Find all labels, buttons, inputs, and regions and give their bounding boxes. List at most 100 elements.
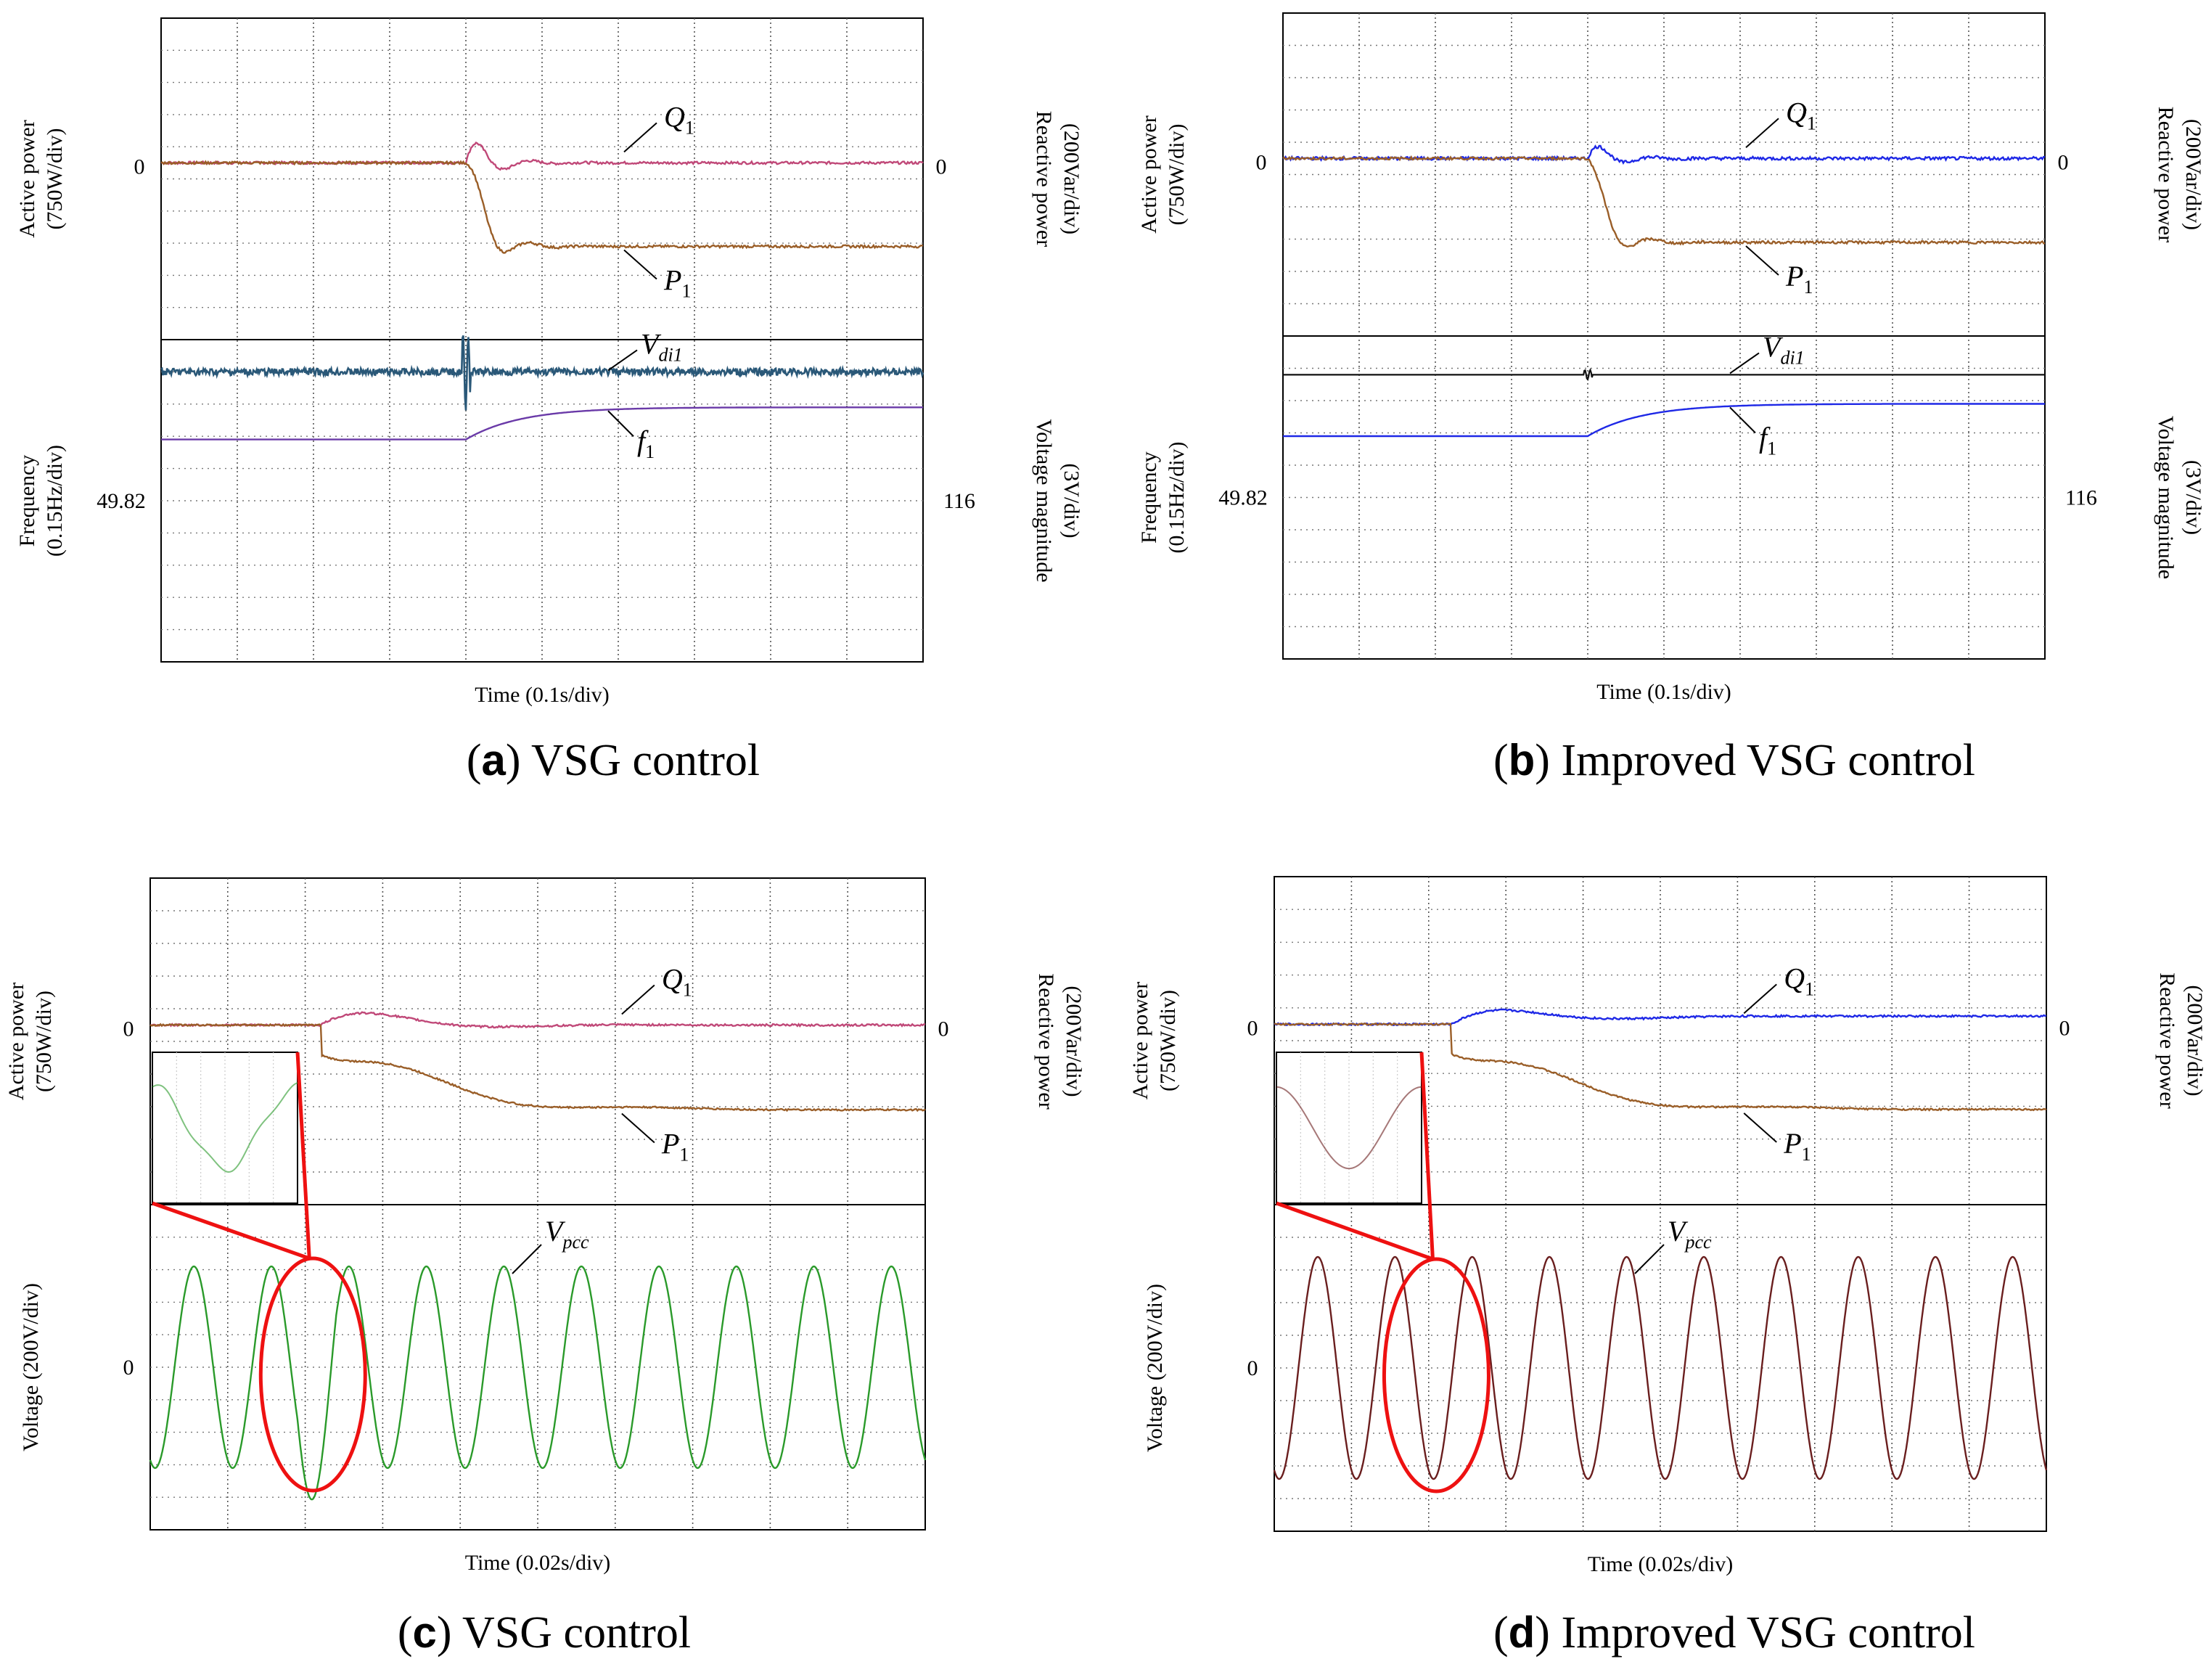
label-leader-p (623, 249, 657, 280)
top-left-axis-label: Active power (15, 120, 39, 237)
top-right-axis-label: Reactive power (2155, 972, 2179, 1108)
panel-a: Active power (750W/div) Reactive power (200… (15, 17, 1083, 785)
top-right-axis-label: Reactive power (2154, 107, 2178, 242)
label-leader-p (1745, 245, 1779, 276)
label-Vdi1: Vdi1 (641, 327, 683, 365)
top-right-axis-label: Reactive power (1034, 973, 1058, 1109)
top-left-tick: 0 (1256, 150, 1267, 174)
bottom-right-axis-unit: (3V/div) (1059, 463, 1083, 538)
label-P1-sub: 1 (1803, 276, 1813, 298)
label-leader-q (621, 984, 655, 1015)
inset-curve (1276, 1086, 1422, 1170)
zoom-inset (152, 1052, 298, 1204)
bottom-right-tick: 116 (2065, 486, 2097, 510)
top-right-axis-unit: (200Var/div) (1062, 986, 1086, 1097)
label-Vpcc-main: V (545, 1215, 566, 1247)
label-leader-p (1743, 1113, 1777, 1143)
label-Q1: Q1 (664, 100, 694, 138)
series-P1 (1274, 1022, 2047, 1112)
bottom-left-tick: 49.82 (1218, 486, 1268, 510)
label-P1-main: P (1783, 1127, 1801, 1160)
label-P1-main: P (663, 264, 681, 297)
label-Vdi1-sub: di1 (1780, 347, 1804, 368)
zoom-ellipse (258, 1256, 367, 1493)
series-P1 (1282, 155, 2046, 248)
bottom-left-axis-unit: (0.15Hz/div) (1165, 441, 1189, 553)
zoom-connector (1276, 1201, 1434, 1261)
bottom-left-tick: 0 (123, 1356, 134, 1380)
caption-paren-open: ( (398, 1608, 413, 1658)
panel-caption: (a) VSG control (467, 736, 760, 785)
zoom-inset (1276, 1052, 1422, 1204)
zoom-connector (1419, 1052, 1435, 1260)
label-f1-sub: 1 (1767, 438, 1776, 459)
label-leader-vpcc (512, 1244, 542, 1274)
bottom-right-axis-label: Voltage magnitude (1032, 419, 1056, 582)
label-Vpcc-sub: pcc (1684, 1232, 1712, 1253)
bottom-left-axis-label: Voltage (200V/div) (19, 1283, 43, 1451)
zoom-connector (295, 1052, 311, 1259)
series-Vpcc (1273, 1255, 2048, 1480)
caption-text: ) VSG control (506, 736, 760, 785)
caption-paren-open: ( (467, 736, 482, 785)
inset-curve (152, 1082, 298, 1173)
label-Vdi1-main: V (641, 327, 662, 360)
top-left-axis-unit: (750W/div) (32, 991, 56, 1092)
x-axis-label: Time (0.1s/div) (475, 683, 610, 707)
x-axis-label: Time (0.02s/div) (1588, 1552, 1734, 1576)
label-f1-sub: 1 (645, 441, 655, 462)
label-leader-q (1743, 983, 1777, 1015)
bottom-left-axis-label: Frequency (15, 455, 39, 547)
label-leader-vpcc (1634, 1244, 1665, 1274)
label-f1: f1 (1759, 421, 1776, 459)
label-Q1: Q1 (662, 963, 692, 1001)
label-Vpcc: Vpcc (1668, 1215, 1712, 1253)
label-P1: P1 (661, 1128, 689, 1165)
x-axis-label: Time (0.1s/div) (1596, 680, 1731, 704)
label-Q1: Q1 (1784, 962, 1814, 999)
top-right-tick: 0 (2059, 1016, 2070, 1040)
top-right-axis-label: Reactive power (1032, 111, 1056, 247)
label-Vpcc-sub: pcc (561, 1232, 589, 1253)
panel-caption: (d) Improved VSG control (1493, 1608, 1975, 1658)
caption-text: ) Improved VSG control (1535, 736, 1975, 785)
caption-letter: a (482, 736, 507, 784)
panel-c: Active power (750W/div) Reactive power (200… (4, 877, 1086, 1658)
top-left-axis-label: Active power (1128, 982, 1152, 1099)
label-P1-main: P (661, 1128, 679, 1160)
label-Vdi1-main: V (1763, 330, 1784, 363)
top-right-tick: 0 (2058, 150, 2069, 174)
label-leader-q (1745, 118, 1779, 148)
bottom-left-axis-unit: (0.15Hz/div) (43, 445, 67, 557)
bottom-right-axis-label: Voltage magnitude (2154, 416, 2178, 579)
bottom-left-tick: 0 (1247, 1356, 1258, 1380)
top-right-axis-unit: (200Var/div) (2181, 119, 2205, 230)
bottom-left-tick: 49.82 (97, 489, 146, 513)
label-P1-sub: 1 (1802, 1144, 1811, 1165)
bottom-right-tick: 116 (943, 489, 975, 513)
top-right-axis-unit: (200Var/div) (1059, 123, 1083, 234)
label-P1-sub: 1 (679, 1144, 689, 1165)
label-leader-f (607, 410, 634, 437)
series-Q1 (1282, 144, 2046, 165)
label-Q1-sub: 1 (685, 117, 694, 138)
bottom-left-axis-label: Frequency (1137, 451, 1161, 544)
top-left-axis-unit: (750W/div) (43, 128, 67, 230)
label-Q1-main: Q (1784, 962, 1805, 994)
label-P1: P1 (1785, 260, 1813, 298)
label-leader-f (1729, 406, 1756, 434)
series-P1 (160, 160, 924, 254)
bottom-left-axis-label: Voltage (200V/div) (1143, 1284, 1167, 1452)
series-Vdi1 (160, 335, 924, 411)
caption-text: ) Improved VSG control (1535, 1608, 1975, 1658)
top-left-axis-label: Active power (4, 983, 28, 1100)
series-f1 (1283, 403, 2045, 438)
top-left-tick: 0 (1247, 1016, 1258, 1040)
label-Vdi1: Vdi1 (1763, 330, 1805, 368)
x-axis-label: Time (0.02s/div) (465, 1551, 611, 1575)
series-P1 (149, 1023, 926, 1113)
panel-caption: (c) VSG control (398, 1608, 691, 1658)
label-P1: P1 (1783, 1127, 1811, 1165)
label-Q1-main: Q (662, 963, 683, 996)
